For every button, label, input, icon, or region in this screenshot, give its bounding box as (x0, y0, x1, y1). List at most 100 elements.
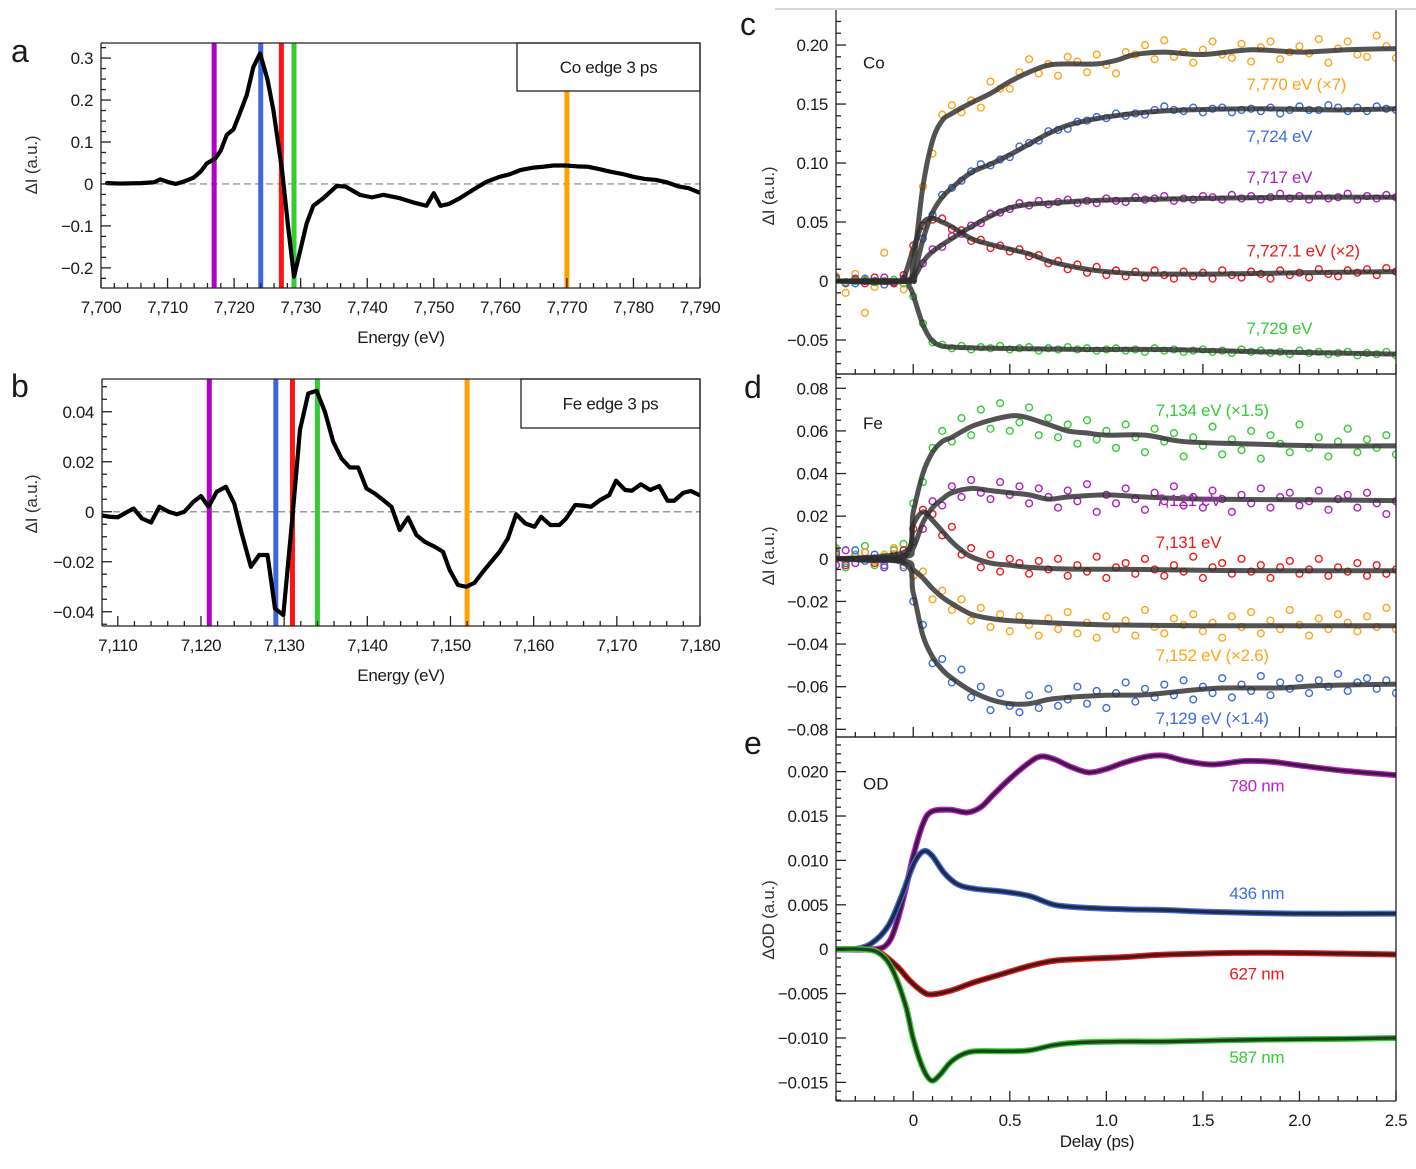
data-point (1256, 561, 1265, 570)
y-tick-label: 0 (819, 940, 828, 959)
data-point (1169, 482, 1179, 491)
data-point (957, 665, 966, 674)
fit-line (836, 46, 1396, 285)
data-point (986, 495, 995, 504)
panel-inset-label: Co (863, 54, 885, 73)
data-point (1266, 691, 1275, 700)
y-tick-label: 0.02 (63, 453, 95, 472)
x-tick-label: 7,750 (414, 298, 455, 317)
panel-letter-a: a (11, 33, 29, 69)
data-point (1053, 71, 1063, 80)
data-point (1227, 693, 1236, 702)
data-point (1179, 452, 1188, 461)
data-point (1121, 420, 1130, 429)
annotation-box (516, 42, 701, 92)
data-point (1314, 486, 1323, 495)
data-point (860, 308, 870, 317)
data-point (1227, 507, 1236, 517)
data-point (1353, 50, 1362, 59)
y-tick-label: 0.15 (797, 95, 829, 114)
data-point (1121, 678, 1130, 687)
data-point (1150, 424, 1159, 433)
data-point (1140, 605, 1150, 615)
data-point (1044, 684, 1053, 693)
data-point (1247, 607, 1256, 617)
x-tick-label: 7,120 (181, 636, 222, 655)
x-tick-label: 1.5 (1192, 1111, 1214, 1130)
x-tick-label: 7,710 (147, 298, 188, 317)
data-point (1082, 68, 1092, 77)
data-point (1063, 420, 1072, 429)
series-label: 7,729 eV (1247, 319, 1314, 338)
data-point (1073, 439, 1082, 448)
data-point (1179, 676, 1188, 685)
data-point (1082, 416, 1092, 425)
data-point (947, 482, 956, 491)
data-point (967, 544, 976, 553)
series-label: 780 nm (1229, 776, 1284, 795)
data-point (1053, 625, 1063, 634)
data-point (1343, 490, 1352, 499)
x-tick-label: 7,150 (430, 636, 471, 655)
data-point (1208, 486, 1217, 495)
series-label: 7,121 eV (1156, 491, 1223, 510)
y-tick-label: 0.05 (797, 213, 829, 232)
y-tick-label: 0.015 (787, 807, 828, 826)
x-tick-label: 7,720 (214, 298, 255, 317)
data-point (1160, 571, 1169, 580)
data-point (1131, 697, 1140, 706)
data-point (1189, 610, 1198, 619)
data-point (899, 285, 908, 294)
y-tick-label: −0.02 (787, 592, 828, 611)
data-point (1227, 612, 1236, 621)
data-point (957, 492, 966, 502)
data-point (1285, 605, 1294, 615)
data-point (957, 414, 966, 423)
plot-area-d (836, 399, 1396, 717)
y-tick-label: 0.1 (71, 133, 93, 152)
x-axis-title-e: Delay (ps) (1060, 1132, 1134, 1151)
data-point (1382, 509, 1391, 519)
data-point (996, 688, 1005, 698)
series-label: 7,724 eV (1247, 127, 1314, 146)
y-tick-label: −0.04 (53, 603, 94, 622)
series-label: 7,129 eV (×1.4) (1156, 709, 1269, 728)
fit-line (836, 278, 1396, 357)
data-point (1092, 50, 1101, 59)
panel-b: Fe edge 3 ps 7,110 7,120 7,130 7,140 7,150 7,1… (53, 378, 721, 655)
data-point (1092, 507, 1101, 517)
annotation-label: Co edge 3 ps (560, 58, 658, 77)
data-point (1015, 708, 1024, 717)
data-point (938, 654, 947, 664)
data-point (967, 616, 976, 625)
data-point (1034, 431, 1043, 440)
fit-line (836, 509, 1396, 574)
y-tick-label: 0.020 (787, 763, 828, 782)
data-point (947, 522, 956, 531)
x-tick-label: 7,160 (513, 636, 554, 655)
data-point (1266, 431, 1275, 440)
panel-letter-e: e (744, 725, 762, 761)
data-point (976, 405, 985, 414)
data-point (1353, 627, 1362, 636)
data-point (836, 561, 841, 570)
y-tick-label: 0 (819, 272, 828, 291)
y-tick-label: 0.2 (71, 91, 93, 110)
data-point (1082, 480, 1092, 489)
scatter-series (836, 275, 1396, 360)
data-point (1218, 674, 1227, 683)
spectrum-line (104, 51, 700, 279)
y-tick-label: −0.02 (53, 553, 94, 572)
data-point (1160, 680, 1169, 689)
series-label: 627 nm (1229, 965, 1284, 984)
x-tick-label: 0 (909, 1111, 918, 1130)
data-point (967, 431, 976, 440)
data-point (1024, 403, 1034, 412)
panel-d: −0.08 −0.06 −0.04 −0.02 0 0.02 0.04 0.06 0.08 7,1… (787, 373, 1397, 739)
data-point (938, 426, 947, 436)
data-point (1121, 558, 1130, 568)
data-point (1208, 37, 1217, 46)
data-point (1218, 633, 1227, 642)
data-point (1314, 614, 1323, 623)
y-tick-label: 0.3 (71, 49, 93, 68)
